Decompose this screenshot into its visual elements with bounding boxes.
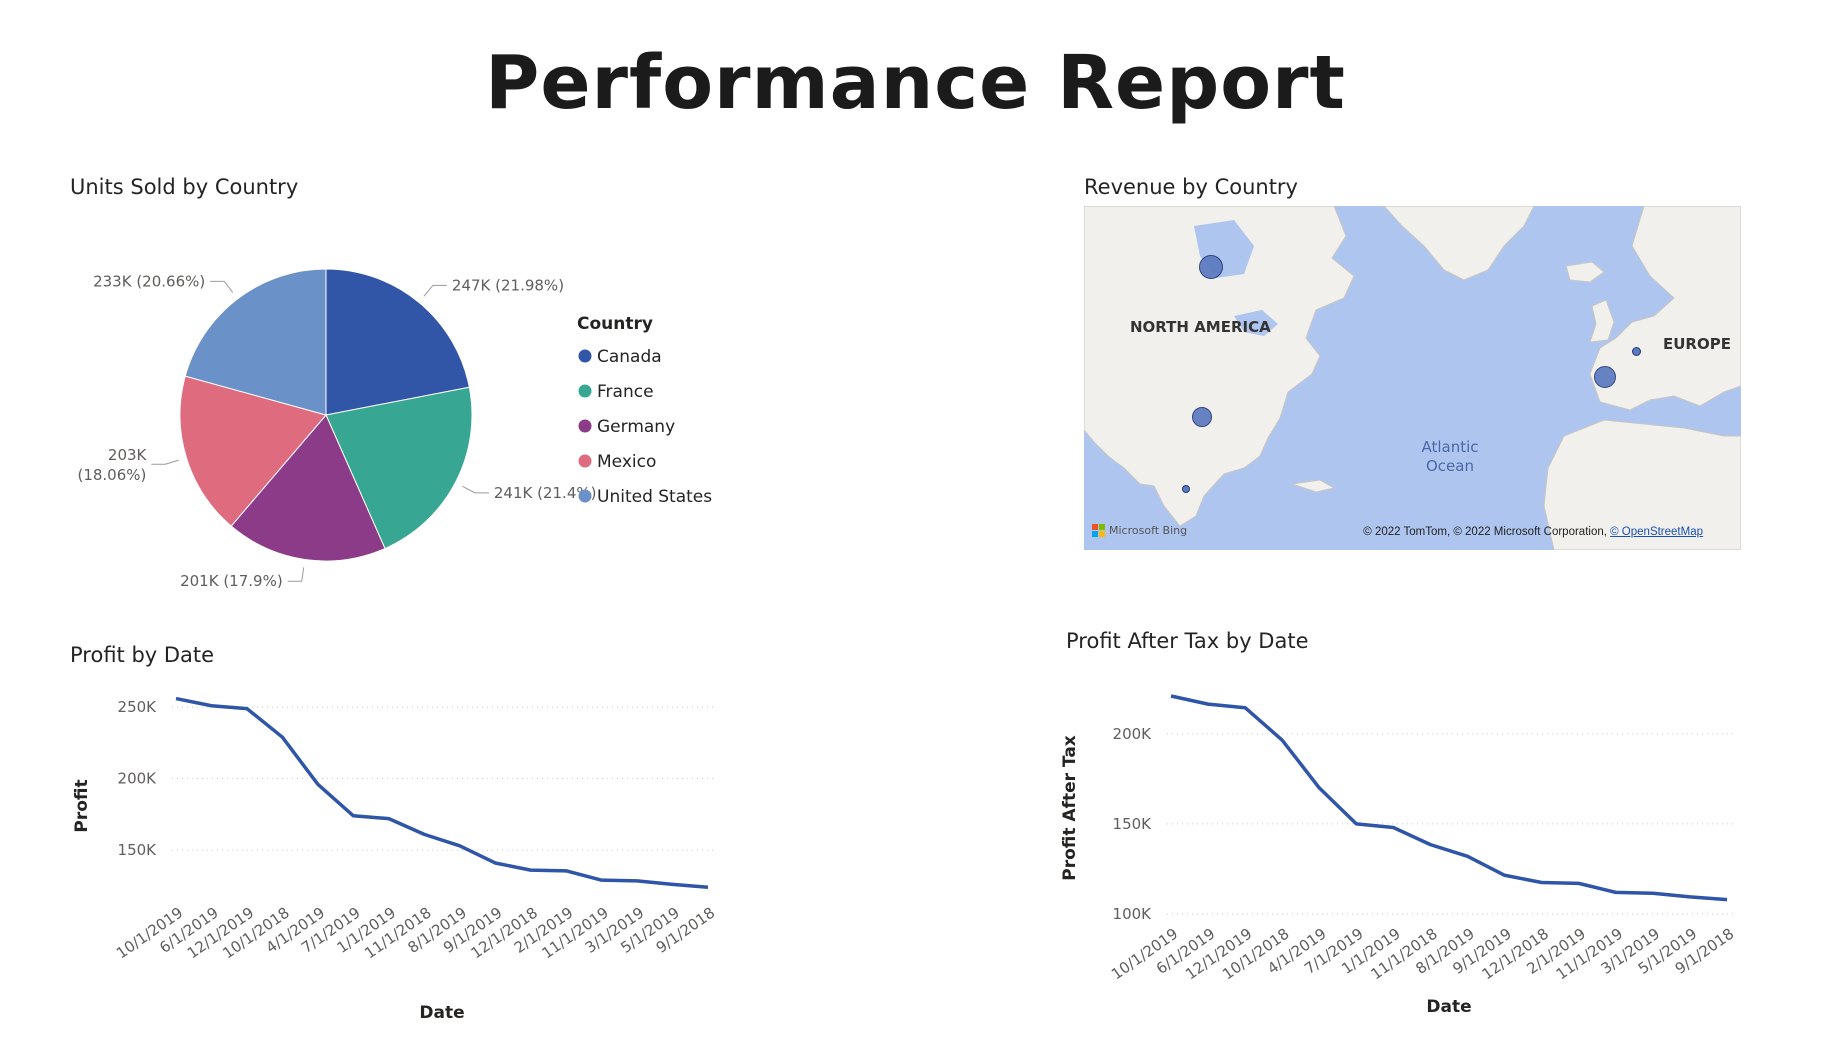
map-attribution-text: © 2022 TomTom, © 2022 Microsoft Corporat… — [1363, 526, 1611, 538]
legend-marker-france[interactable] — [578, 384, 592, 398]
series-line[interactable] — [1170, 694, 1728, 902]
profit-chart-title: Profit by Date — [70, 643, 215, 667]
pie-slice-canada[interactable] — [325, 268, 470, 416]
map-bubble-mexico[interactable] — [1182, 485, 1190, 493]
pie-slice-france[interactable] — [325, 386, 473, 550]
y-tick-label: 100K — [1113, 905, 1153, 923]
series-line[interactable] — [175, 696, 709, 890]
legend-title: Country — [577, 314, 653, 334]
map-title: Revenue by Country — [1084, 175, 1298, 199]
map-bubble-germany[interactable] — [1632, 347, 1641, 356]
legend-item-mexico[interactable]: Mexico — [597, 452, 656, 472]
pie-slice-mexico[interactable] — [179, 375, 327, 527]
greenland-land — [1383, 206, 1535, 281]
ocean-label-line2: Ocean — [1426, 457, 1474, 475]
profit-line-chart[interactable]: 150K200K250K10/1/20196/1/201912/1/201910… — [60, 680, 740, 1040]
iceland-land — [1565, 261, 1605, 283]
pie-leader-line-france — [462, 485, 489, 494]
y-tick-label: 200K — [118, 770, 158, 788]
legend-marker-canada[interactable] — [578, 349, 592, 363]
legend-item-germany[interactable]: Germany — [597, 417, 675, 437]
atlantic-ocean-label: Atlantic Ocean — [1400, 438, 1500, 476]
pie-slice-united-states[interactable] — [184, 268, 327, 416]
pie-leader-line-canada — [423, 284, 447, 297]
y-tick-label: 200K — [1113, 725, 1153, 743]
map-bubble-united-states[interactable] — [1192, 407, 1212, 427]
map-attribution: © 2022 TomTom, © 2022 Microsoft Corporat… — [1363, 526, 1703, 538]
y-axis-title: Profit — [72, 779, 92, 832]
north-america-label: NORTH AMERICA — [1130, 318, 1271, 336]
great-lakes — [1234, 310, 1278, 336]
europe-land — [1589, 206, 1741, 411]
x-axis-title: Date — [419, 1003, 464, 1023]
y-tick-label: 250K — [118, 698, 158, 716]
legend-marker-mexico[interactable] — [578, 454, 592, 468]
units-sold-pie-chart[interactable]: 247K (21.98%) 241K (21.4%) 201K (17.9%) 203… — [70, 210, 770, 610]
ocean-label-line1: Atlantic — [1421, 438, 1479, 456]
microsoft-logo-icon — [1092, 524, 1105, 537]
africa-land — [1543, 419, 1741, 550]
uk-land — [1589, 299, 1615, 343]
legend-marker-united-states[interactable] — [578, 489, 592, 503]
legend-item-france[interactable]: France — [597, 382, 654, 402]
profit-after-tax-chart-title: Profit After Tax by Date — [1066, 629, 1309, 653]
legend-item-canada[interactable]: Canada — [597, 347, 662, 367]
pie-chart-title: Units Sold by Country — [70, 175, 299, 199]
page-title: Performance Report — [485, 40, 1346, 126]
y-tick-label: 150K — [1113, 815, 1153, 833]
openstreetmap-link[interactable]: © OpenStreetMap — [1610, 526, 1703, 538]
x-axis-title: Date — [1426, 997, 1471, 1017]
pie-leader-line-germany — [287, 567, 305, 582]
europe-label: EUROPE — [1663, 335, 1731, 353]
pie-data-label-united-states: 233K (20.66%) — [93, 272, 205, 290]
pie-slice-germany[interactable] — [230, 414, 386, 562]
pie-data-label-canada: 247K (21.98%) — [452, 276, 564, 294]
y-axis-title: Profit After Tax — [1060, 735, 1080, 881]
caribbean-land — [1291, 479, 1336, 493]
pie-data-label-mexico-percent: (18.06%) — [77, 466, 146, 484]
pie-data-label-mexico: 203K — [108, 446, 148, 464]
bing-logo: Microsoft Bing — [1092, 524, 1187, 537]
legend-item-united-states[interactable]: United States — [597, 487, 712, 507]
map-bubble-france[interactable] — [1594, 366, 1616, 388]
profit-after-tax-line-chart[interactable]: 100K150K200K10/1/20196/1/201912/1/201910… — [1055, 668, 1755, 1028]
map-bubble-canada[interactable] — [1199, 255, 1223, 279]
north-america-land — [1084, 206, 1355, 527]
pie-leader-line-united-states — [210, 280, 234, 293]
legend-marker-germany[interactable] — [578, 419, 592, 433]
pie-data-label-france: 241K (21.4%) — [494, 484, 597, 502]
map-canvas[interactable] — [1084, 206, 1741, 550]
y-tick-label: 150K — [118, 841, 158, 859]
pie-data-label-germany: 201K (17.9%) — [180, 572, 283, 590]
pie-leader-line-mexico — [151, 459, 179, 465]
revenue-map[interactable]: NORTH AMERICA EUROPE Atlantic Ocean Micr… — [1084, 206, 1741, 550]
bing-logo-text: Microsoft Bing — [1109, 524, 1188, 537]
